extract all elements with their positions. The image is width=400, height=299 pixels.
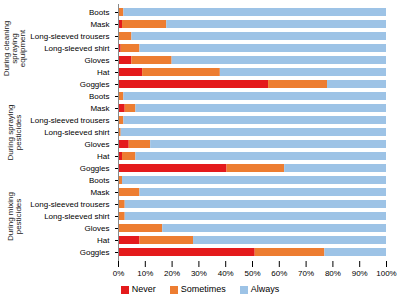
svg-text:Long-sleeved shirt: Long-sleeved shirt — [44, 212, 110, 221]
svg-text:80%: 80% — [325, 269, 341, 278]
svg-text:Mask: Mask — [90, 188, 110, 197]
svg-text:Goggles: Goggles — [80, 80, 110, 89]
svg-text:Boots: Boots — [89, 176, 109, 185]
svg-text:Gloves: Gloves — [85, 140, 110, 149]
svg-text:Gloves: Gloves — [85, 224, 110, 233]
svg-text:Hat: Hat — [97, 152, 110, 161]
svg-text:Long-sleeved shirt: Long-sleeved shirt — [44, 44, 110, 53]
svg-text:Long-sleeved trousers: Long-sleeved trousers — [30, 32, 109, 41]
svg-text:50%: 50% — [244, 269, 260, 278]
svg-text:During cleaningsprayingequipme: During cleaningsprayingequipment — [2, 21, 27, 77]
svg-text:100%: 100% — [376, 269, 396, 278]
svg-text:0%: 0% — [113, 269, 125, 278]
svg-text:20%: 20% — [164, 269, 180, 278]
svg-text:60%: 60% — [271, 269, 287, 278]
svg-text:Hat: Hat — [97, 236, 110, 245]
html-text:Never: Never — [131, 284, 156, 294]
svg-text:90%: 90% — [352, 269, 368, 278]
svg-text:During mixingpesticides: During mixingpesticides — [6, 192, 23, 241]
svg-text:Long-sleeved trousers: Long-sleeved trousers — [30, 116, 109, 125]
html-text:Sometimes: Sometimes — [180, 284, 226, 294]
svg-text:40%: 40% — [218, 269, 234, 278]
svg-text:Mask: Mask — [90, 104, 110, 113]
svg-text:10%: 10% — [137, 269, 153, 278]
svg-text:Mask: Mask — [90, 20, 110, 29]
svg-text:Goggles: Goggles — [80, 248, 110, 257]
svg-text:Hat: Hat — [97, 68, 110, 77]
svg-text:Gloves: Gloves — [85, 56, 110, 65]
svg-text:Goggles: Goggles — [80, 164, 110, 173]
svg-text:Boots: Boots — [89, 8, 109, 17]
svg-text:70%: 70% — [298, 269, 314, 278]
svg-text:30%: 30% — [191, 269, 207, 278]
svg-text:Boots: Boots — [89, 92, 109, 101]
svg-text:Long-sleeved trousers: Long-sleeved trousers — [30, 200, 109, 209]
svg-text:During sprayingpesticides: During sprayingpesticides — [6, 104, 23, 160]
svg-text:Long-sleeved shirt: Long-sleeved shirt — [44, 128, 110, 137]
html-text:Always: Always — [250, 284, 280, 294]
